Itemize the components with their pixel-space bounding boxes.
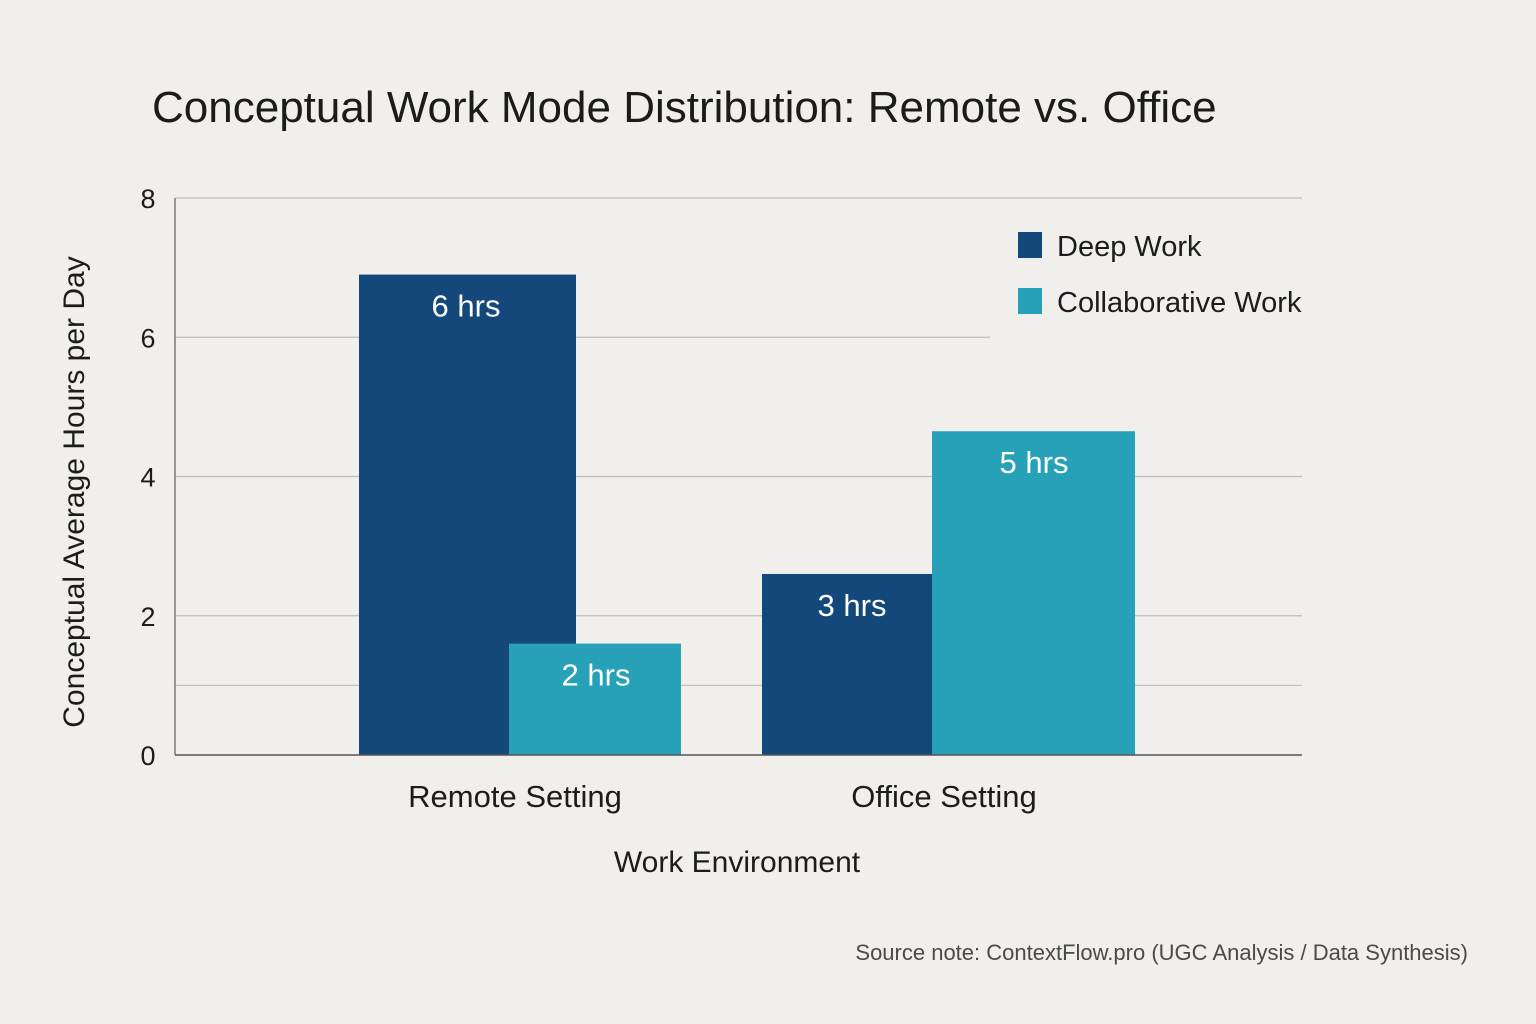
bar-collaborative-work: [509, 643, 681, 755]
axes: [174, 198, 1302, 756]
legend: Deep Work Collaborative Work: [990, 212, 1302, 338]
data-label: 6 hrs: [432, 289, 501, 324]
data-label: 5 hrs: [1000, 445, 1069, 480]
y-tick-label: 8: [140, 184, 155, 214]
data-label: 3 hrs: [818, 588, 887, 623]
source-note: Source note: ContextFlow.pro (UGC Analys…: [855, 940, 1468, 965]
bar-deep-work: [762, 573, 934, 755]
x-tick-labels: Remote Setting Office Setting: [408, 779, 1037, 814]
legend-label: Collaborative Work: [1057, 287, 1302, 319]
bars: [359, 274, 1135, 755]
bar-collaborative-work: [932, 431, 1135, 755]
legend-label: Deep Work: [1057, 231, 1202, 263]
y-axis-title: Conceptual Average Hours per Day: [58, 256, 91, 727]
x-tick-label: Office Setting: [851, 779, 1037, 814]
x-axis-title: Work Environment: [614, 846, 861, 879]
data-label: 2 hrs: [562, 658, 631, 693]
y-tick-label: 0: [140, 741, 155, 771]
data-labels: 6 hrs 2 hrs 3 hrs 5 hrs: [432, 289, 1069, 693]
chart-title: Conceptual Work Mode Distribution: Remot…: [152, 83, 1217, 132]
x-tick-label: Remote Setting: [408, 779, 622, 814]
legend-swatch: [1018, 232, 1042, 258]
y-tick-label: 4: [140, 463, 155, 493]
y-tick-label: 2: [140, 602, 155, 632]
y-tick-labels: 0 2 4 6 8: [140, 184, 155, 771]
legend-swatch: [1018, 288, 1042, 314]
y-tick-label: 6: [140, 323, 155, 353]
